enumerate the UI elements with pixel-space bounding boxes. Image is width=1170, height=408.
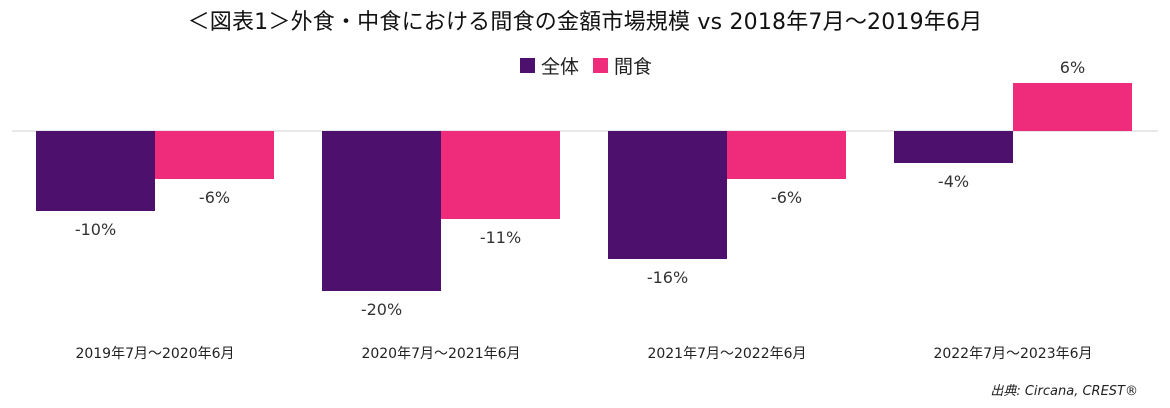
legend-item-snack: 間食: [593, 52, 652, 79]
bar-snack-2: [441, 131, 560, 219]
bar-overall-4: [894, 131, 1013, 163]
bar-overall-3: [608, 131, 727, 259]
bar-snack-4: [1013, 83, 1132, 131]
data-label-overall-3: -16%: [647, 268, 688, 287]
legend-swatch-overall: [520, 58, 535, 73]
legend: 全体 間食: [520, 52, 666, 79]
category-label-2: 2020年7月～2021年6月: [361, 346, 520, 362]
legend-label-snack: 間食: [614, 56, 653, 78]
data-label-overall-2: -20%: [361, 300, 402, 319]
category-label-3: 2021年7月～2022年6月: [647, 346, 806, 362]
bar-snack-3: [727, 131, 846, 179]
data-label-overall-4: -4%: [938, 172, 969, 191]
data-label-snack-2: -11%: [480, 228, 521, 247]
category-label-1: 2019年7月～2020年6月: [75, 346, 234, 362]
source-note: 出典: Circana, CREST®: [990, 384, 1138, 399]
chart-title: ＜図表1＞外食・中食における間食の金額市場規模 vs 2018年7月～2019年…: [187, 10, 983, 35]
legend-swatch-snack: [593, 58, 609, 73]
data-label-overall-1: -10%: [75, 220, 116, 239]
bar-snack-1: [155, 131, 274, 179]
data-label-snack-4: 6%: [1060, 58, 1085, 77]
bar-overall-2: [322, 131, 441, 291]
bar-overall-1: [36, 131, 155, 211]
legend-label-overall: 全体: [541, 56, 580, 78]
data-label-snack-1: -6%: [199, 188, 230, 207]
data-label-snack-3: -6%: [771, 188, 802, 207]
legend-item-overall: 全体: [520, 52, 579, 79]
category-label-4: 2022年7月～2023年6月: [933, 346, 1092, 362]
